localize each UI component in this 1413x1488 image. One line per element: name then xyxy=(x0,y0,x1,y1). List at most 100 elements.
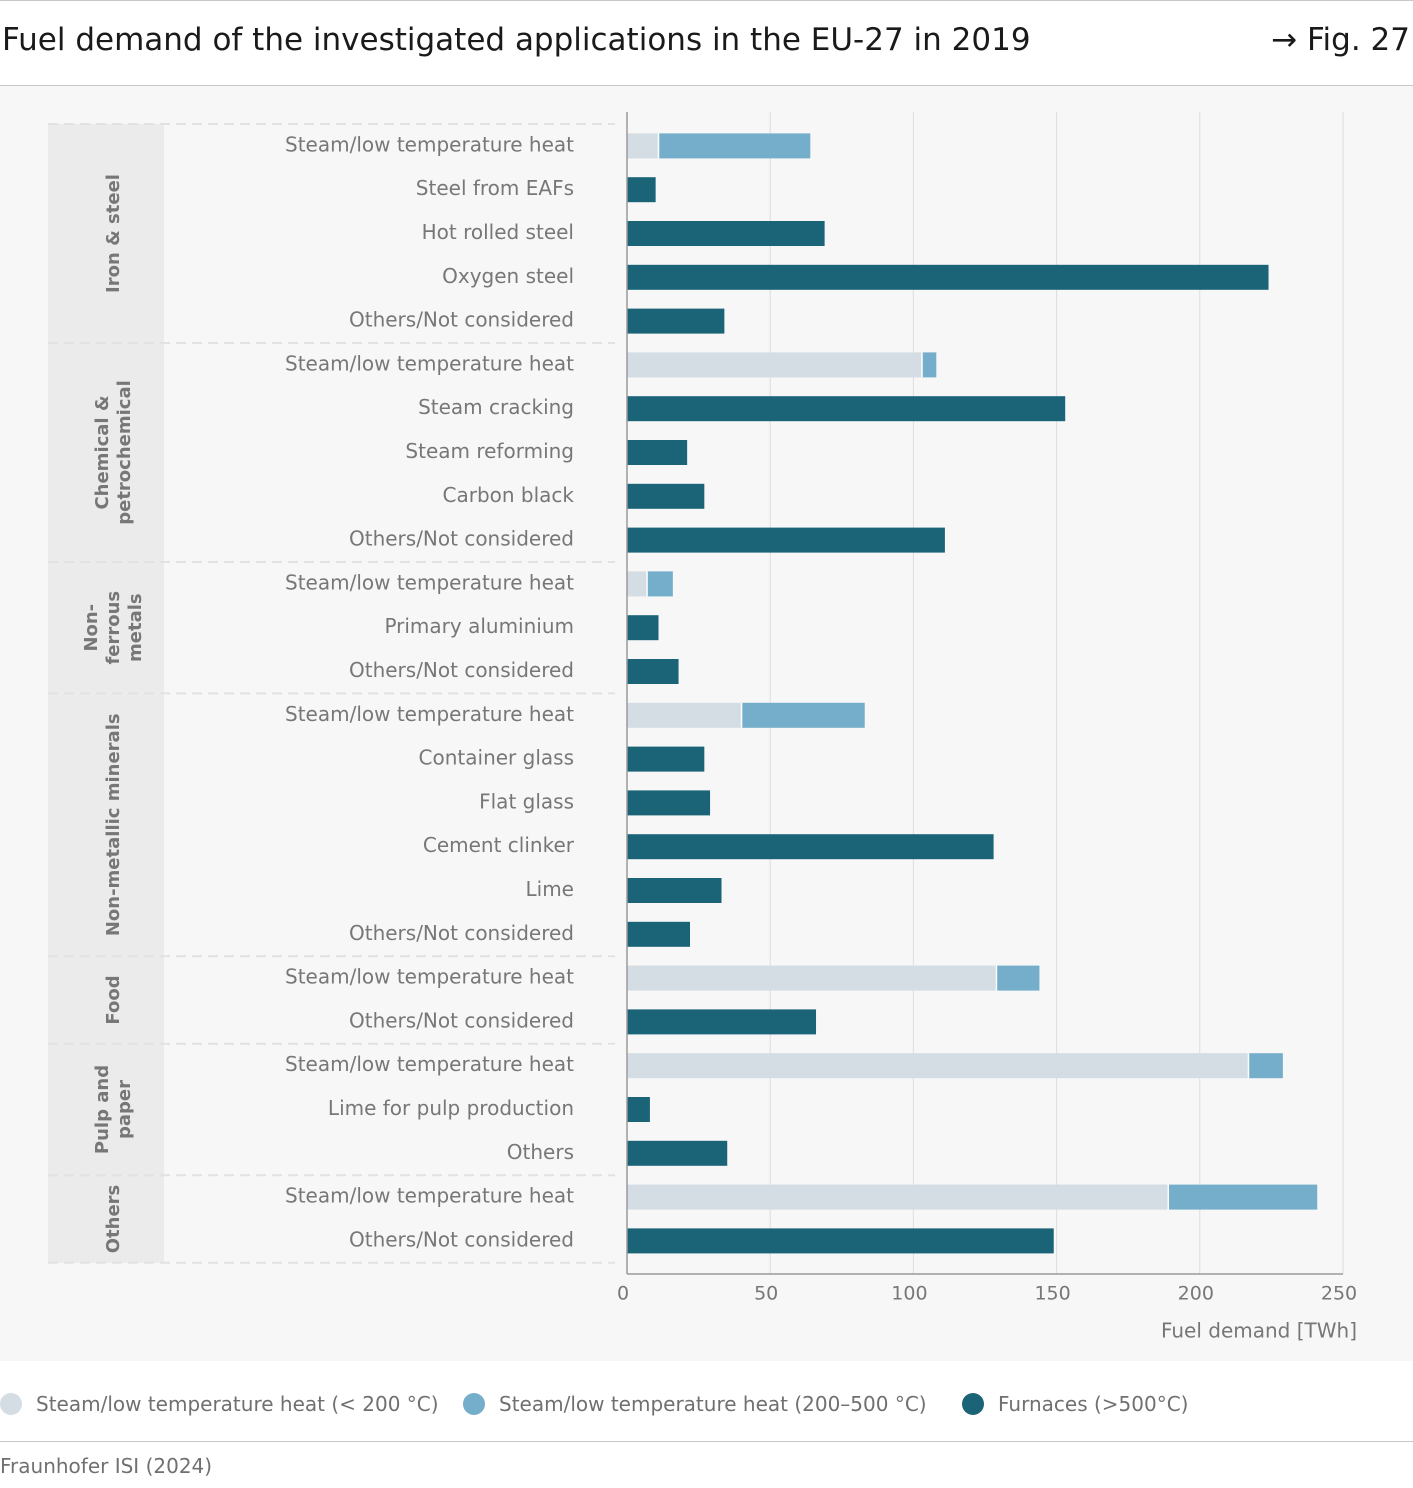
bar-segment-furnaces xyxy=(627,746,705,772)
bar-segment-steam-low xyxy=(627,133,659,159)
figure-reference-link[interactable]: → Fig. 27 xyxy=(1271,22,1410,58)
x-tick-label: 250 xyxy=(1321,1283,1357,1305)
header-rule xyxy=(0,85,1413,86)
category-label: Hot rolled steel xyxy=(422,220,574,244)
category-label: Others/Not considered xyxy=(349,527,574,551)
bar-segment-steam-low xyxy=(627,702,742,728)
x-axis-label: Fuel demand [TWh] xyxy=(1161,1319,1357,1343)
category-label: Others/Not considered xyxy=(349,1227,574,1251)
group-label: petrochemical xyxy=(114,380,135,525)
bar-segment-furnaces xyxy=(627,921,691,947)
bar-segment-steam-mid xyxy=(996,965,1040,991)
group-label: Non- xyxy=(81,604,102,652)
group-label: Iron & steel xyxy=(103,174,124,293)
legend-item-steam-low: Steam/low temperature heat (< 200 °C) xyxy=(0,1392,439,1416)
bar-segment-furnaces xyxy=(627,396,1066,422)
x-tick-label: 200 xyxy=(1178,1283,1214,1305)
category-label: Steam/low temperature heat xyxy=(285,702,574,726)
category-label: Others/Not considered xyxy=(349,1008,574,1032)
bar-segment-steam-low xyxy=(627,965,997,991)
group-band xyxy=(48,343,164,562)
x-tick-label: 0 xyxy=(617,1283,629,1305)
group-label: Others xyxy=(103,1185,124,1254)
category-label: Steam/low temperature heat xyxy=(285,1184,574,1208)
category-label: Carbon black xyxy=(443,483,575,507)
category-label: Steam/low temperature heat xyxy=(285,570,574,594)
bar-segment-steam-low xyxy=(627,1053,1249,1079)
group-label: Non-metallic minerals xyxy=(103,713,124,936)
group-band xyxy=(48,1043,164,1176)
x-tick-label: 150 xyxy=(1034,1283,1070,1305)
group-band xyxy=(48,1175,164,1263)
bar-segment-furnaces xyxy=(627,221,825,246)
group-label: Pulp and xyxy=(92,1065,113,1154)
bar-segment-furnaces xyxy=(627,878,722,903)
bar-segment-steam-mid xyxy=(1168,1184,1318,1210)
bar-segment-furnaces xyxy=(627,527,945,553)
bar-segment-steam-low xyxy=(627,1184,1169,1210)
category-label: Flat glass xyxy=(479,789,574,813)
bar-segment-steam-mid xyxy=(1248,1053,1283,1079)
category-label: Steam/low temperature heat xyxy=(285,351,574,375)
bar-segment-furnaces xyxy=(627,308,725,334)
group-label: paper xyxy=(114,1080,135,1139)
group-band xyxy=(48,956,164,1044)
category-label: Steam/low temperature heat xyxy=(285,965,574,989)
bar-segment-furnaces xyxy=(627,264,1269,290)
category-label: Cement clinker xyxy=(423,833,575,857)
footer-rule xyxy=(0,1441,1413,1442)
bar-segment-furnaces xyxy=(627,440,688,465)
bar-segment-steam-mid xyxy=(741,702,865,728)
category-label: Lime xyxy=(526,877,575,901)
bar-segment-furnaces xyxy=(627,1140,728,1166)
bar-segment-steam-low xyxy=(627,571,648,597)
group-label: Chemical & xyxy=(92,395,113,509)
legend-item-furnaces: Furnaces (>500°C) xyxy=(962,1392,1188,1416)
group-label: Food xyxy=(103,975,124,1024)
category-label: Steam cracking xyxy=(418,395,574,419)
legend-swatch-icon xyxy=(463,1393,485,1415)
chart-title: Fuel demand of the investigated applicat… xyxy=(2,22,1031,58)
bar-chart: Iron & steel Steam/low temperature heat St… xyxy=(48,112,1357,1343)
category-label: Others/Not considered xyxy=(349,308,574,332)
legend-label: Furnaces (>500°C) xyxy=(998,1392,1189,1416)
group-band xyxy=(48,124,164,343)
category-label: Lime for pulp production xyxy=(328,1096,574,1120)
bar-segment-steam-mid xyxy=(658,133,811,159)
category-label: Others/Not considered xyxy=(349,658,574,682)
bar-segment-steam-mid xyxy=(921,352,937,378)
bar-segment-furnaces xyxy=(627,1009,817,1035)
legend-swatch-icon xyxy=(0,1393,22,1415)
category-label: Others/Not considered xyxy=(349,921,574,945)
legend-label: Steam/low temperature heat (200–500 °C) xyxy=(499,1392,927,1416)
x-tick-label: 50 xyxy=(754,1283,778,1305)
category-label: Container glass xyxy=(419,746,574,770)
bar-segment-furnaces xyxy=(627,1097,650,1122)
legend-swatch-icon xyxy=(962,1393,984,1415)
legend: Steam/low temperature heat (< 200 °C) St… xyxy=(0,1384,1413,1424)
x-tick-label: 100 xyxy=(891,1283,927,1305)
category-label: Primary aluminium xyxy=(384,614,574,638)
bar-segment-furnaces xyxy=(627,483,705,509)
bar-segment-steam-low xyxy=(627,352,922,378)
category-label: Steel from EAFs xyxy=(416,176,574,200)
category-label: Steam reforming xyxy=(405,439,574,463)
bar-segment-steam-mid xyxy=(647,571,673,597)
group-label: ferrous xyxy=(103,591,124,665)
group-band xyxy=(48,562,164,694)
bar-segment-furnaces xyxy=(627,1228,1054,1254)
legend-label: Steam/low temperature heat (< 200 °C) xyxy=(36,1392,439,1416)
category-label: Others xyxy=(507,1140,574,1164)
bar-segment-furnaces xyxy=(627,615,659,641)
source-note: Fraunhofer ISI (2024) xyxy=(0,1454,213,1478)
header: Fuel demand of the investigated applicat… xyxy=(0,0,1413,86)
bar-segment-furnaces xyxy=(627,790,711,816)
legend-item-steam-mid: Steam/low temperature heat (200–500 °C) xyxy=(463,1392,927,1416)
category-label: Steam/low temperature heat xyxy=(285,1052,574,1076)
bar-segment-furnaces xyxy=(627,659,679,684)
bar-segment-furnaces xyxy=(627,834,994,860)
category-label: Steam/low temperature heat xyxy=(285,132,574,156)
top-rule xyxy=(0,0,1413,1)
group-band xyxy=(48,693,164,957)
group-label: metals xyxy=(125,593,146,662)
